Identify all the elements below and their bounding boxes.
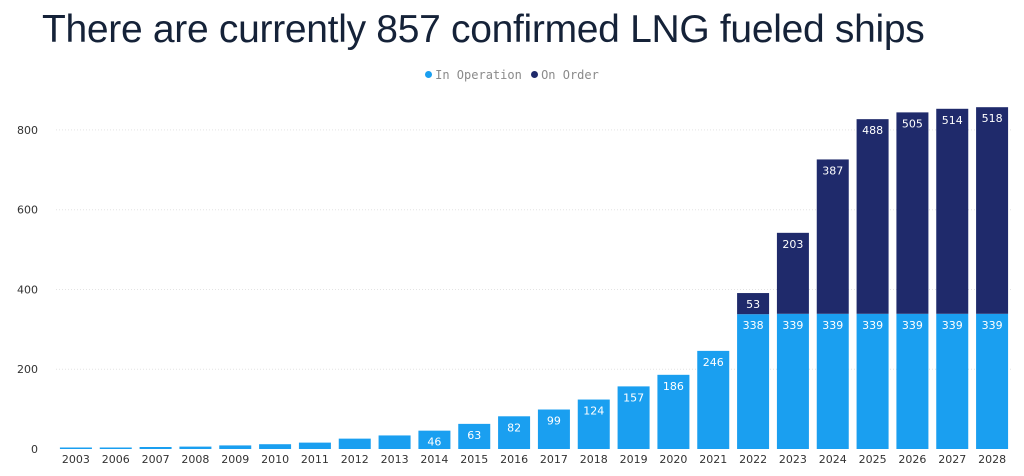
bar-in-operation [139,447,172,449]
bar-in-operation [378,435,411,449]
bar-value-label: 46 [427,436,441,449]
x-tick-label: 2027 [938,453,966,466]
y-tick-label: 600 [17,204,38,217]
y-tick-label: 400 [17,283,38,296]
x-tick-label: 2012 [341,453,369,466]
bar-in-operation [976,313,1009,449]
bar-on-order [896,112,929,314]
bar-value-label: 387 [822,164,843,177]
x-tick-label: 2021 [699,453,727,466]
bar-value-label: 157 [623,391,644,404]
x-tick-label: 2028 [978,453,1006,466]
bar-in-operation [219,445,252,449]
y-tick-label: 800 [17,124,38,137]
bar-value-label: 338 [743,319,764,332]
bar-value-label: 53 [746,298,760,311]
bar-in-operation [737,314,770,449]
chart-title: There are currently 857 confirmed LNG fu… [42,8,925,51]
x-tick-label: 2023 [779,453,807,466]
bar-value-label: 339 [942,319,963,332]
bar-value-label: 124 [583,405,604,418]
bar-value-label: 339 [982,319,1003,332]
bar-in-operation [458,423,491,449]
x-tick-label: 2022 [739,453,767,466]
x-tick-label: 2015 [460,453,488,466]
legend-label-on-order: On Order [541,67,599,82]
bar-on-order [856,119,889,314]
bar-in-operation [537,409,570,449]
bar-in-operation [936,313,969,449]
bar-value-label: 518 [982,112,1003,125]
bar-on-order [816,159,849,314]
x-tick-label: 2020 [659,453,687,466]
x-tick-label: 2019 [620,453,648,466]
x-tick-label: 2008 [181,453,209,466]
bar-on-order [737,293,770,315]
x-tick-label: 2024 [819,453,847,466]
bar-in-operation [896,313,929,449]
bar-value-label: 246 [703,356,724,369]
bar-value-label: 339 [782,319,803,332]
y-tick-label: 200 [17,363,38,376]
bar-in-operation [99,447,132,449]
bar-in-operation [498,416,531,449]
legend-label-in-operation: In Operation [435,67,522,82]
bar-in-operation [657,374,690,449]
bar-in-operation [856,313,889,449]
bar-in-operation [338,438,371,449]
gridlines [56,129,1012,370]
bar-in-operation [697,350,730,449]
x-tick-label: 2007 [142,453,170,466]
x-tick-label: 2009 [221,453,249,466]
legend-item-in-operation: In Operation [425,68,522,82]
x-tick-label: 2006 [102,453,130,466]
bar-in-operation [418,430,451,449]
bar-in-operation [617,386,650,449]
bar-in-operation [298,442,331,449]
y-tick-label: 0 [31,443,38,456]
x-tick-label: 2010 [261,453,289,466]
bar-value-label: 203 [782,238,803,251]
bar-value-label: 339 [862,319,883,332]
x-axis: 2003 2006 2007 2008 2009 2010 2011 2012 2013 2014… [62,453,1006,466]
bars: 46 63 82 99 124 157 186 246 338 53 339 203 339 387 339… [59,107,1009,449]
x-tick-label: 2013 [381,453,409,466]
bar-value-label: 82 [507,421,521,434]
bar-on-order [936,108,969,314]
bar-value-label: 339 [902,319,923,332]
y-axis: 0 200 400 600 800 [17,124,38,456]
legend-item-on-order: On Order [531,68,599,82]
bar-value-label: 63 [467,429,481,442]
bar-value-label: 186 [663,380,684,393]
legend-swatch-in-operation [425,71,433,78]
chart-legend: In Operation On Order [0,67,1024,82]
bar-in-operation [59,447,92,449]
bar-on-order [976,107,1009,314]
bar-in-operation [816,313,849,449]
bar-value-label: 514 [942,114,963,127]
x-tick-label: 2003 [62,453,90,466]
bar-in-operation [577,399,610,449]
bar-value-label: 505 [902,117,923,130]
bar-value-label: 488 [862,124,883,137]
x-tick-label: 2026 [898,453,926,466]
x-tick-label: 2011 [301,453,329,466]
x-tick-label: 2018 [580,453,608,466]
bar-on-order [776,232,809,314]
x-tick-label: 2014 [420,453,448,466]
x-tick-label: 2016 [500,453,528,466]
bar-in-operation [179,446,212,449]
bar-in-operation [259,444,292,449]
x-tick-label: 2025 [859,453,887,466]
bar-value-label: 99 [547,415,561,428]
legend-swatch-on-order [531,71,539,78]
x-tick-label: 2017 [540,453,568,466]
bar-value-label: 339 [822,319,843,332]
bar-in-operation [776,313,809,449]
